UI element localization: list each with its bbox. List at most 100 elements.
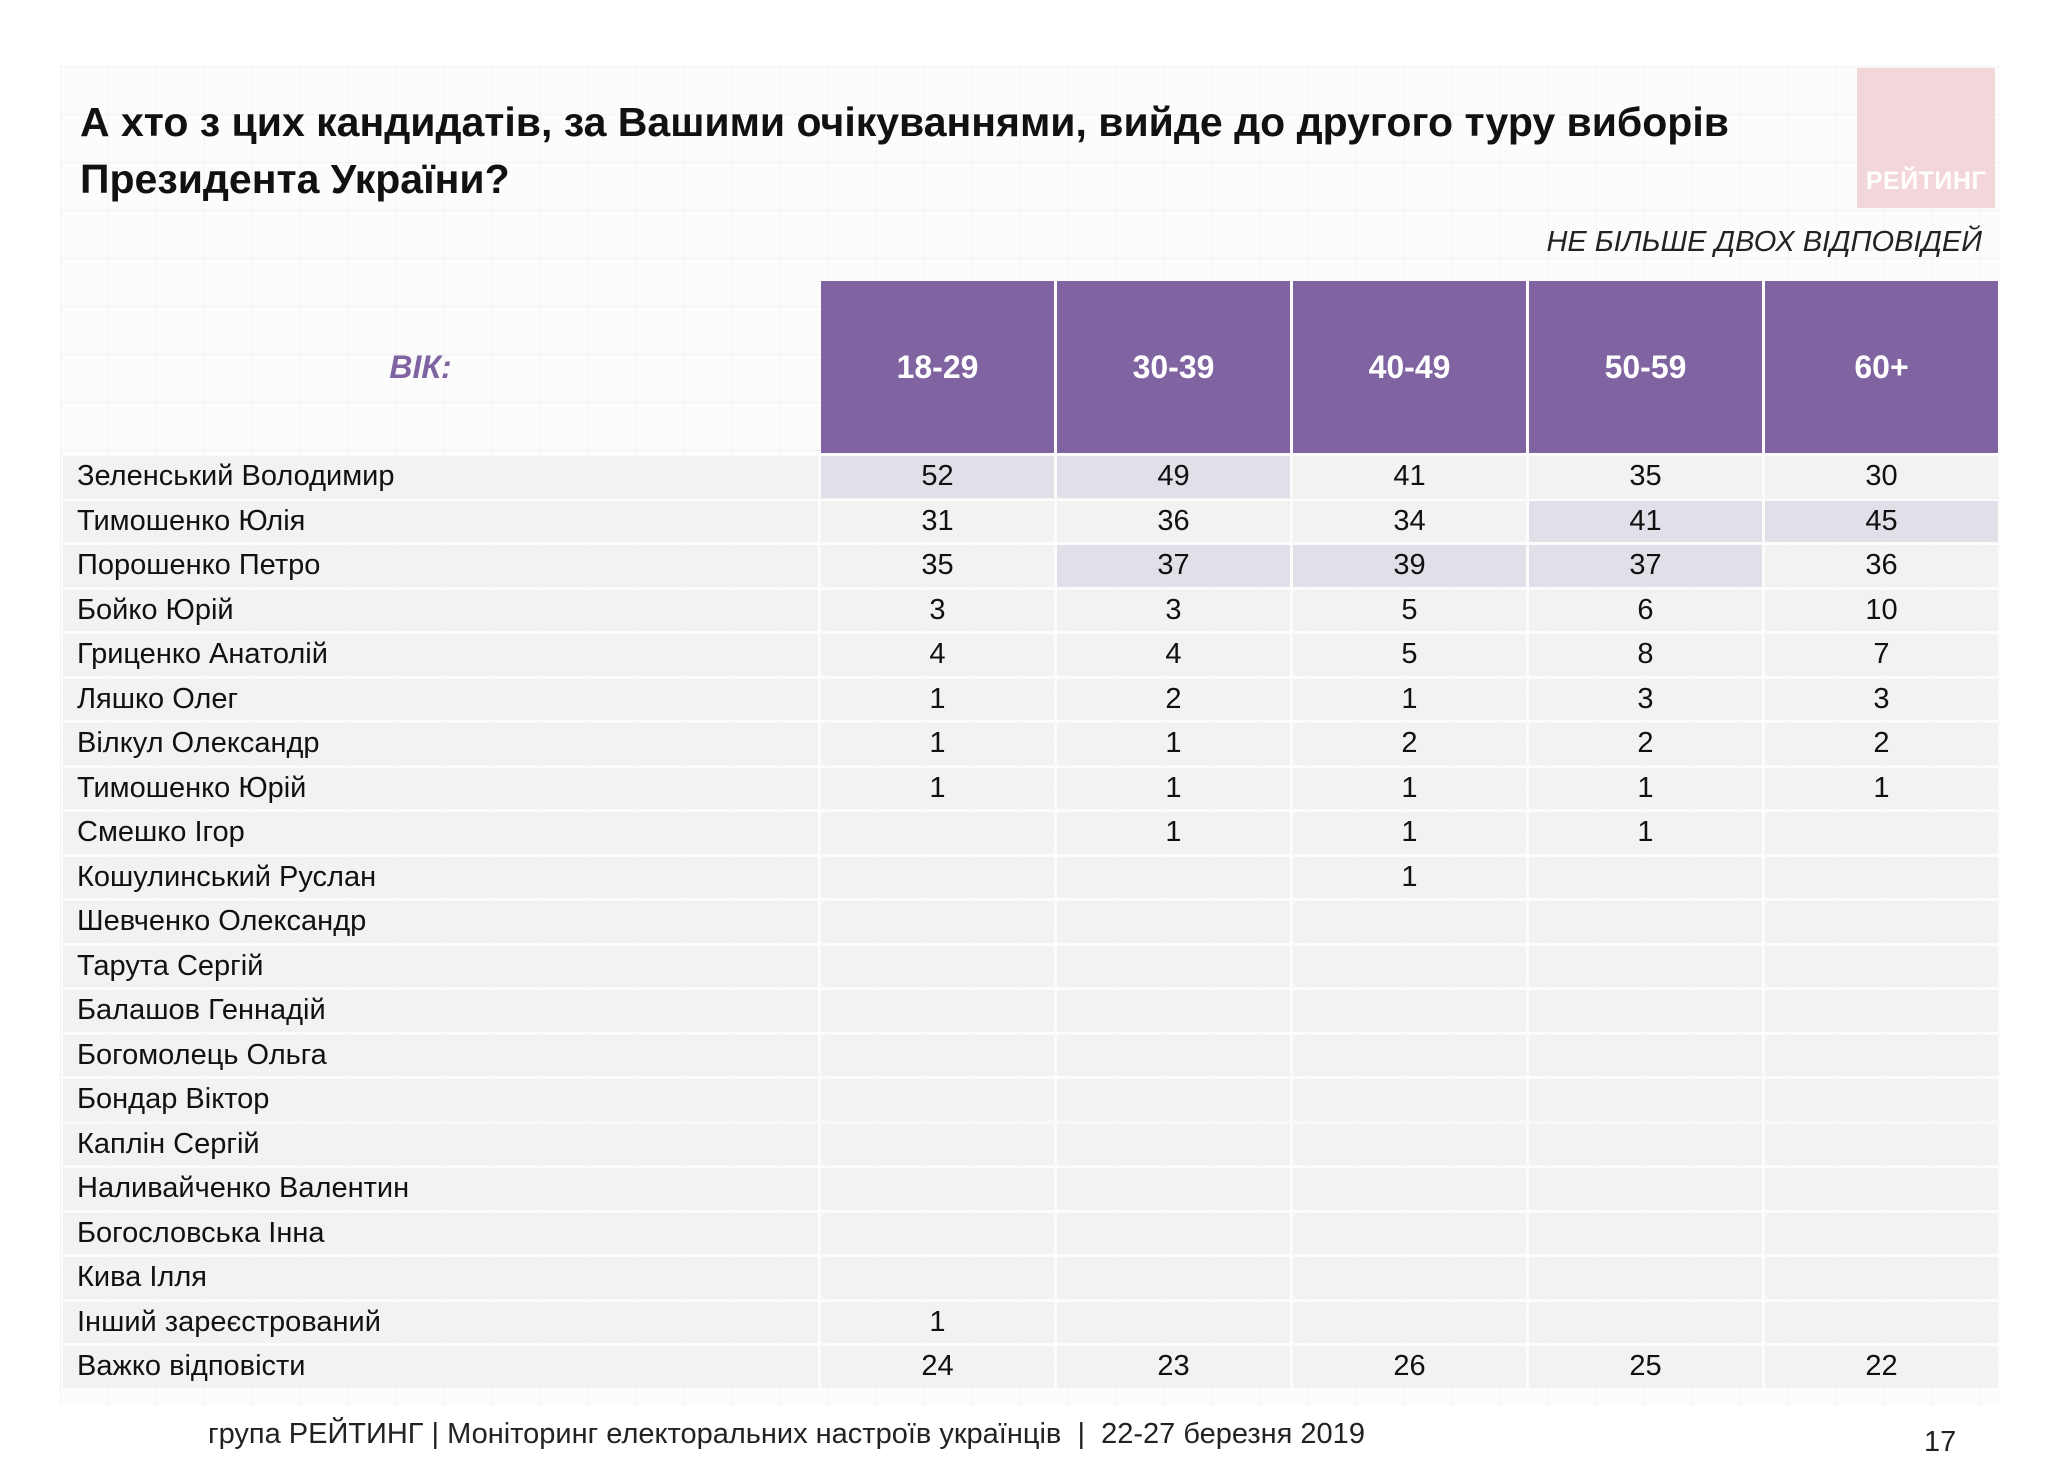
candidate-name: Ляшко Олег	[63, 678, 818, 720]
page-number: 17	[1924, 1426, 1957, 1458]
candidate-name: Наливайченко Валентин	[63, 1168, 818, 1210]
value-cell	[821, 1212, 1054, 1254]
candidate-name: Зеленський Володимир	[63, 456, 818, 498]
table-row: Зеленський Володимир 52 49 41 35 30	[63, 456, 1998, 498]
value-cell	[1529, 901, 1762, 943]
value-cell	[1765, 901, 1998, 943]
footer-text: група РЕЙТИНГ | Моніторинг електоральних…	[208, 1418, 1365, 1450]
value-cell: 2	[1057, 678, 1290, 720]
value-cell: 4	[1057, 634, 1290, 676]
value-cell: 1	[1293, 856, 1526, 898]
value-cell: 7	[1765, 634, 1998, 676]
candidate-name: Бойко Юрій	[63, 589, 818, 631]
value-cell	[1529, 1034, 1762, 1076]
value-cell	[1057, 1034, 1290, 1076]
answers-note: НЕ БІЛЬШЕ ДВОХ ВІДПОВІДЕЙ	[1546, 226, 1982, 258]
value-cell: 41	[1529, 500, 1762, 542]
value-cell	[821, 1079, 1054, 1121]
candidate-name: Гриценко Анатолій	[63, 634, 818, 676]
candidate-name: Богомолець Ольга	[63, 1034, 818, 1076]
value-cell: 1	[821, 678, 1054, 720]
value-cell: 5	[1293, 589, 1526, 631]
value-cell	[1529, 945, 1762, 987]
table-row: Важко відповісти 24 23 26 25 22	[63, 1346, 1998, 1388]
value-cell	[1529, 1301, 1762, 1343]
value-cell: 41	[1293, 456, 1526, 498]
value-cell: 22	[1765, 1346, 1998, 1388]
candidate-name: Тимошенко Юлія	[63, 500, 818, 542]
age-column-header: 18-29	[821, 281, 1054, 453]
value-cell	[1057, 1079, 1290, 1121]
table-row: Шевченко Олександр	[63, 901, 1998, 943]
value-cell: 26	[1293, 1346, 1526, 1388]
value-cell: 37	[1057, 545, 1290, 587]
title-line-1: А хто з цих кандидатів, за Вашими очікув…	[80, 99, 1729, 145]
candidate-name: Вілкул Олександр	[63, 723, 818, 765]
value-cell: 36	[1057, 500, 1290, 542]
value-cell	[1057, 1168, 1290, 1210]
value-cell: 1	[821, 1301, 1054, 1343]
value-cell	[1057, 945, 1290, 987]
age-column-header: 60+	[1765, 281, 1998, 453]
value-cell	[1529, 856, 1762, 898]
value-cell: 2	[1765, 723, 1998, 765]
table-row: Інший зареєстрований 1	[63, 1301, 1998, 1343]
table-row: Порошенко Петро 35 37 39 37 36	[63, 545, 1998, 587]
value-cell: 3	[1057, 589, 1290, 631]
table-row: Тарута Сергій	[63, 945, 1998, 987]
value-cell: 1	[1293, 678, 1526, 720]
table-row: Бондар Віктор	[63, 1079, 1998, 1121]
table-body: Зеленський Володимир 52 49 41 35 30 Тимошенко …	[63, 456, 1998, 1388]
value-cell	[1293, 1079, 1526, 1121]
value-cell: 3	[821, 589, 1054, 631]
value-cell: 34	[1293, 500, 1526, 542]
value-cell	[1057, 990, 1290, 1032]
value-cell: 52	[821, 456, 1054, 498]
value-cell: 1	[821, 767, 1054, 809]
value-cell: 1	[1057, 812, 1290, 854]
value-cell	[1765, 856, 1998, 898]
value-cell: 1	[1293, 812, 1526, 854]
value-cell: 5	[1293, 634, 1526, 676]
logo-text: РЕЙТИНГ	[1865, 167, 1987, 195]
value-cell	[1293, 1168, 1526, 1210]
value-cell	[821, 856, 1054, 898]
value-cell	[1293, 1212, 1526, 1254]
value-cell: 3	[1529, 678, 1762, 720]
value-cell	[1765, 812, 1998, 854]
value-cell: 1	[1765, 767, 1998, 809]
value-cell: 30	[1765, 456, 1998, 498]
value-cell	[1529, 1212, 1762, 1254]
table-row: Балашов Геннадій	[63, 990, 1998, 1032]
results-table: ВІК: 18-29 30-39 40-49 50-59 60+ Зеленсь…	[60, 278, 2001, 1391]
candidate-name: Інший зареєстрований	[63, 1301, 818, 1343]
value-cell	[821, 1034, 1054, 1076]
table-row: Бойко Юрій 3 3 5 6 10	[63, 589, 1998, 631]
value-cell	[1057, 856, 1290, 898]
candidate-name: Тарута Сергій	[63, 945, 818, 987]
value-cell: 49	[1057, 456, 1290, 498]
value-cell	[1293, 1257, 1526, 1299]
value-cell: 39	[1293, 545, 1526, 587]
value-cell: 25	[1529, 1346, 1762, 1388]
table-row: Вілкул Олександр 1 1 2 2 2	[63, 723, 1998, 765]
value-cell	[821, 945, 1054, 987]
value-cell: 6	[1529, 589, 1762, 631]
value-cell	[1293, 990, 1526, 1032]
age-column-header: 40-49	[1293, 281, 1526, 453]
rating-logo: РЕЙТИНГ	[1857, 68, 1995, 208]
age-column-header: 30-39	[1057, 281, 1290, 453]
value-cell: 35	[1529, 456, 1762, 498]
value-cell	[821, 1168, 1054, 1210]
table-row: Тимошенко Юрій 1 1 1 1 1	[63, 767, 1998, 809]
value-cell	[1765, 1123, 1998, 1165]
value-cell: 1	[1529, 812, 1762, 854]
table-row: Каплін Сергій	[63, 1123, 1998, 1165]
value-cell	[1293, 901, 1526, 943]
value-cell	[821, 1123, 1054, 1165]
value-cell: 2	[1293, 723, 1526, 765]
candidate-name: Важко відповісти	[63, 1346, 818, 1388]
age-header-label: ВІК:	[389, 348, 452, 385]
slide-title: А хто з цих кандидатів, за Вашими очікув…	[80, 94, 1800, 208]
